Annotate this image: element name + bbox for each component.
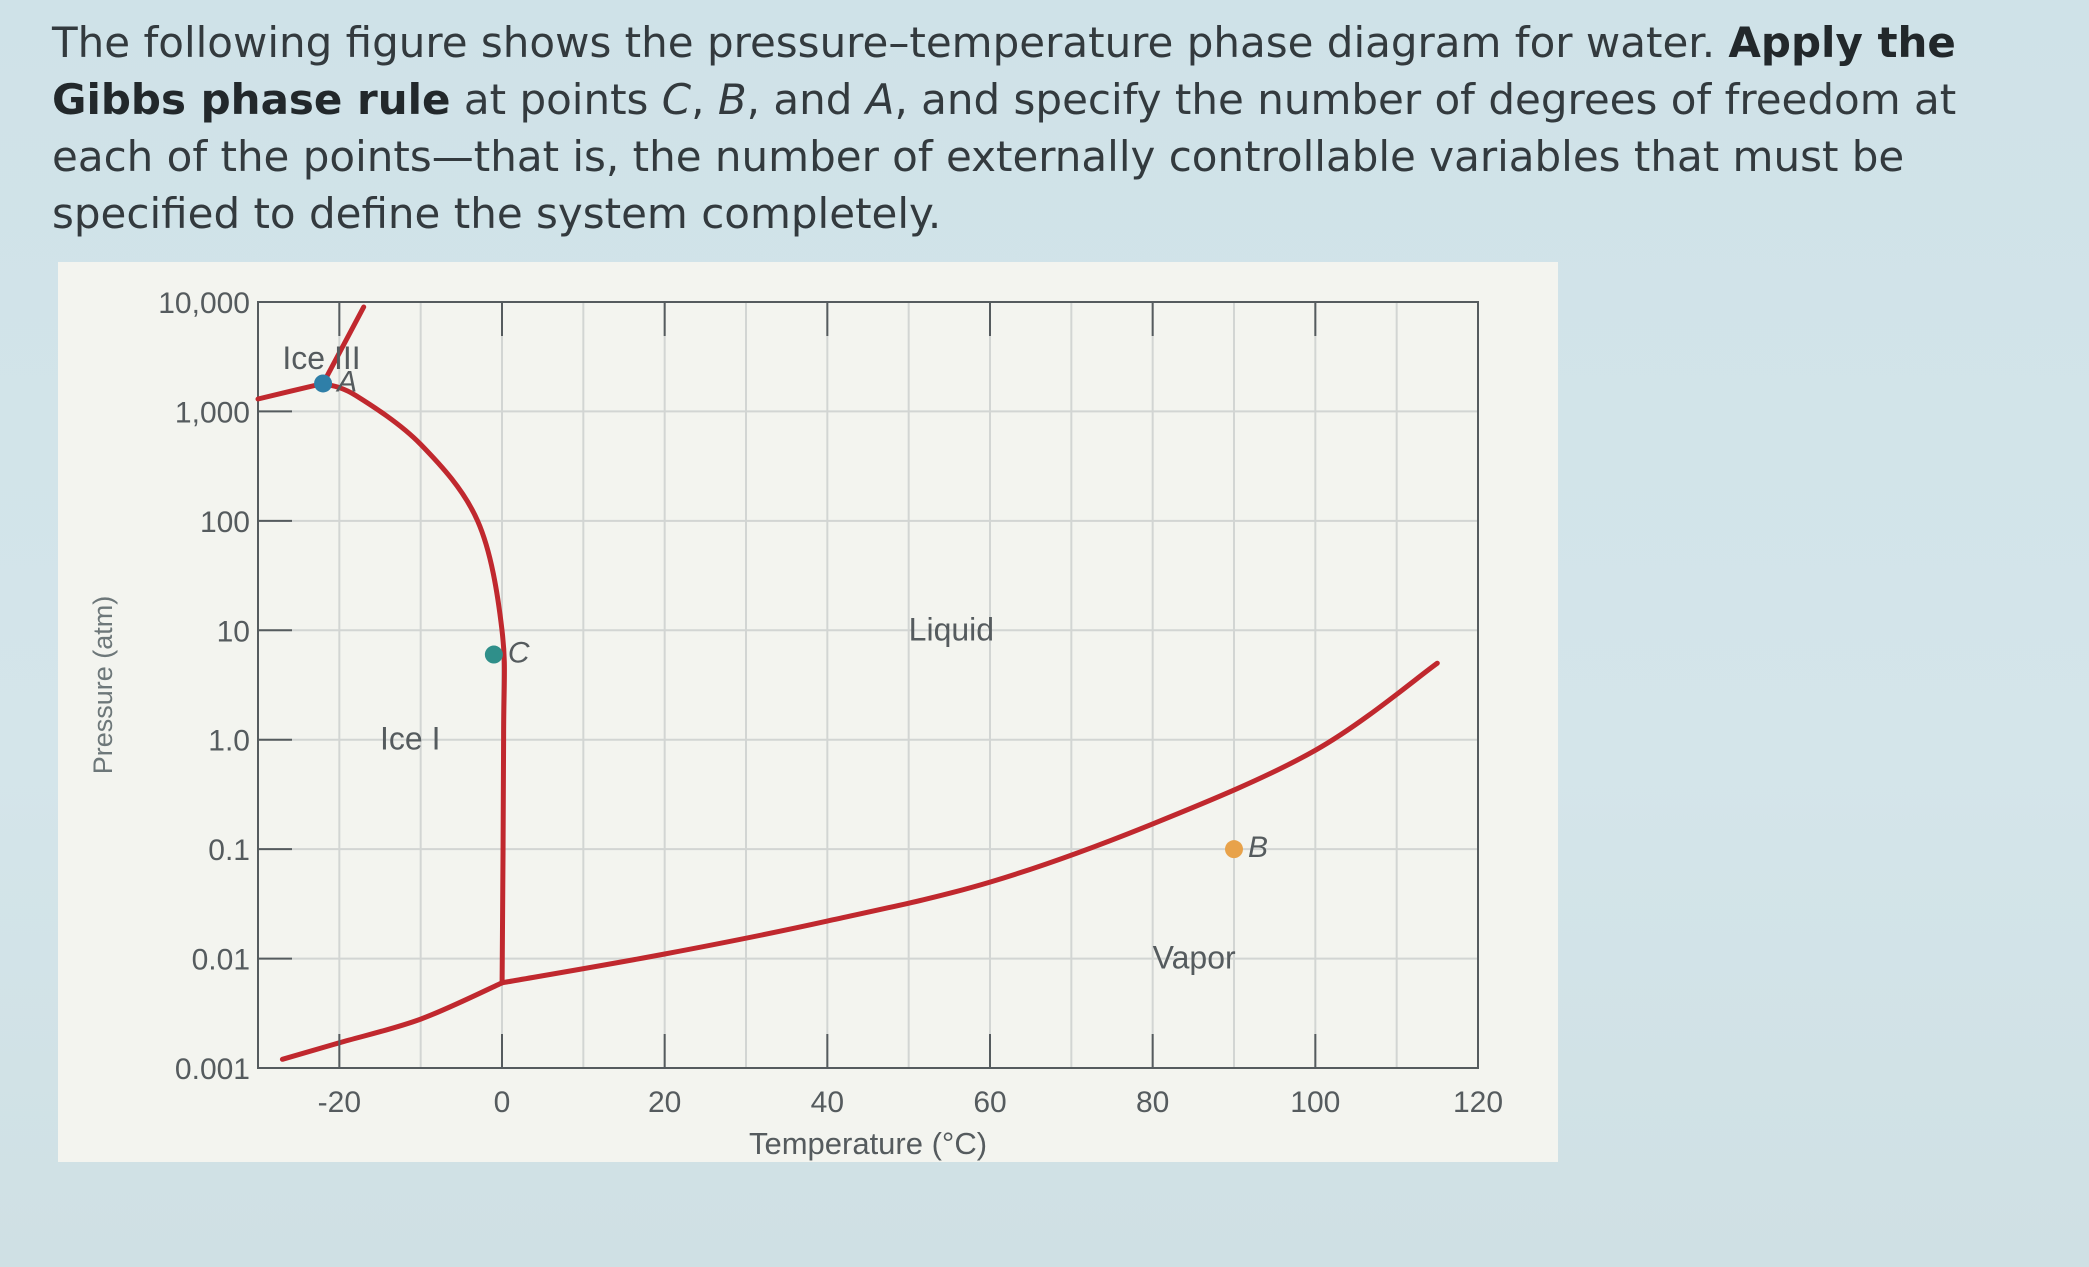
vaporization-curve	[499, 660, 1440, 986]
y-tick-label: 1.0	[208, 725, 250, 758]
ice-iii-boundary-curve	[255, 381, 326, 402]
y-tick-label: 0.01	[192, 944, 250, 977]
y-axis-label: Pressure (atm)	[88, 596, 118, 775]
question-part: at points	[450, 75, 662, 124]
y-tick-label: 0.1	[208, 834, 250, 867]
point-a-label: A	[335, 365, 357, 398]
question-part: The following figure shows the pressure–…	[52, 18, 1729, 67]
phase-diagram-chart: -20 0 20 40 60 80 100 120 10,000 1,000 100 10 1.0 0.1…	[88, 287, 1503, 1161]
y-tick-label: 0.001	[175, 1053, 250, 1086]
x-tick-label: 120	[1453, 1086, 1503, 1119]
point-b-marker	[1225, 840, 1243, 859]
point-c-marker	[484, 645, 503, 664]
phase-diagram-figure: -20 0 20 40 60 80 100 120 10,000 1,000 100 10 1.0 0.1…	[58, 262, 1558, 1162]
sublimation-curve	[279, 980, 505, 1062]
x-tick-label: 40	[811, 1086, 844, 1119]
region-label-ice-i: Ice I	[380, 721, 440, 757]
x-tick-label: 20	[648, 1086, 681, 1119]
y-tick-label: 100	[200, 506, 250, 539]
question-text: The following figure shows the pressure–…	[52, 14, 2012, 242]
x-tick-label: 80	[1136, 1086, 1169, 1119]
x-tick-label: 0	[494, 1086, 511, 1119]
melting-curve	[320, 381, 507, 986]
question-part: ,	[691, 75, 718, 124]
x-axis-label: Temperature (°C)	[749, 1126, 987, 1161]
region-label-vapor: Vapor	[1153, 940, 1236, 976]
question-bold: Apply the Gibbs phase rule	[52, 18, 1956, 124]
point-c-label: C	[508, 637, 530, 670]
point-a-marker	[314, 374, 333, 393]
region-label-ice-iii: Ice III	[282, 340, 360, 376]
question-point-b: B	[717, 75, 747, 124]
y-tick-label: 10	[217, 615, 250, 648]
x-tick-label: 60	[973, 1086, 1006, 1119]
question-point-c: C	[661, 75, 692, 124]
question-part: , and	[746, 75, 866, 124]
region-label-liquid: Liquid	[909, 611, 994, 647]
x-tick-label: -20	[318, 1086, 361, 1119]
x-tick-label: 100	[1290, 1086, 1340, 1119]
y-tick-label: 1,000	[175, 396, 250, 429]
point-b-label: B	[1248, 831, 1268, 864]
plot-frame	[257, 301, 1479, 1069]
question-point-a: A	[865, 75, 895, 124]
question-part: , and specify the number of degrees of f…	[52, 75, 1957, 238]
y-tick-label: 10,000	[158, 287, 250, 320]
